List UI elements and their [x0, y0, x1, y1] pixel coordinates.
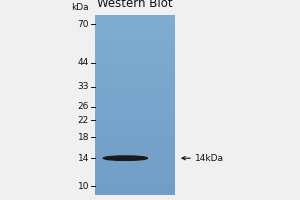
Text: 22: 22	[78, 116, 89, 125]
Text: 14: 14	[78, 154, 89, 163]
Text: kDa: kDa	[71, 3, 89, 12]
Text: 33: 33	[77, 82, 89, 91]
Text: 26: 26	[78, 102, 89, 111]
Text: 14kDa: 14kDa	[195, 154, 224, 163]
Text: 10: 10	[77, 182, 89, 191]
Text: 18: 18	[77, 133, 89, 142]
Text: Western Blot: Western Blot	[97, 0, 173, 10]
Text: 44: 44	[78, 58, 89, 67]
Ellipse shape	[103, 156, 147, 160]
Text: 70: 70	[77, 20, 89, 29]
